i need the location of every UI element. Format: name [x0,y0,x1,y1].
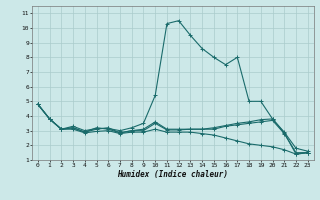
X-axis label: Humidex (Indice chaleur): Humidex (Indice chaleur) [117,170,228,179]
